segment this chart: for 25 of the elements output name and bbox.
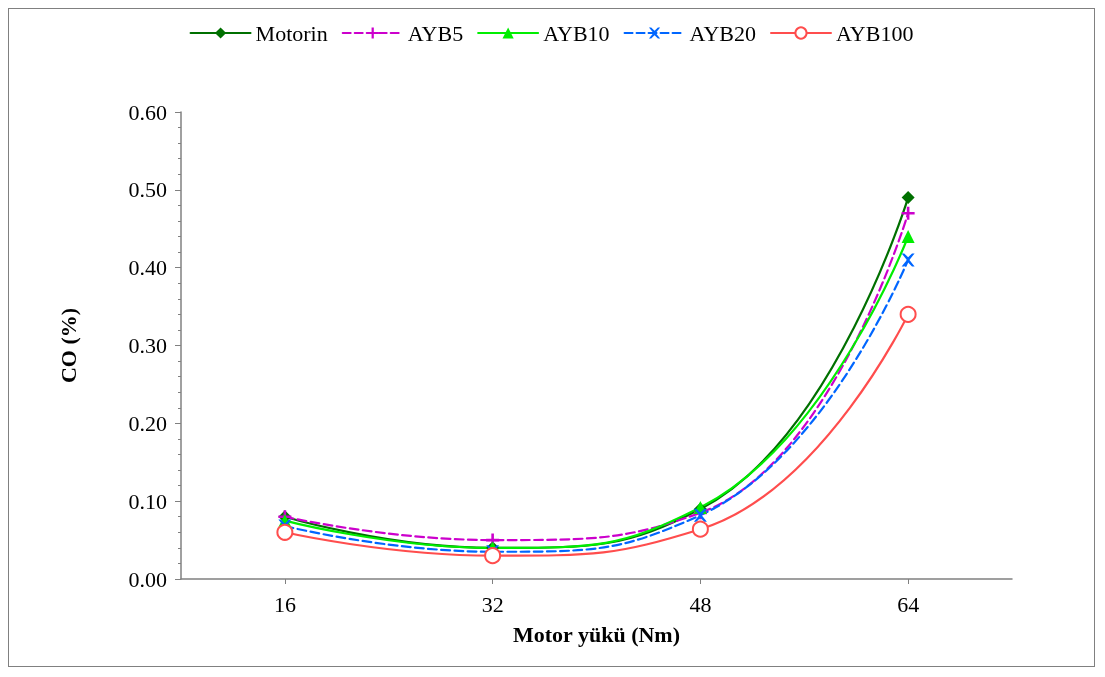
x-axis-title: Motor yükü (Nm)	[512, 621, 681, 647]
point	[901, 230, 915, 244]
point	[691, 520, 709, 538]
x-tick-label: 32	[481, 591, 504, 617]
point	[276, 523, 294, 541]
y-tick-label: 0.20	[128, 410, 167, 436]
legend-label: AYB5	[407, 20, 464, 46]
legend-label: Motorin	[255, 20, 328, 46]
y-tick-label: 0.40	[128, 255, 167, 281]
point	[484, 547, 502, 565]
legend-label: AYB20	[689, 20, 756, 46]
y-tick-label: 0.60	[128, 99, 167, 125]
y-tick-label: 0.30	[128, 333, 167, 358]
x-tick-label: 16	[273, 591, 296, 617]
x-tick-label: 64	[897, 591, 920, 617]
y-tick-label: 0.00	[128, 566, 167, 592]
point	[901, 191, 915, 205]
y-axis-title: CO (%)	[55, 307, 81, 384]
y-tick-label: 0.10	[128, 488, 167, 514]
y-tick-label: 0.50	[128, 177, 167, 203]
point	[901, 253, 915, 267]
legend-label: AYB10	[543, 20, 610, 46]
x-tick-label: 48	[689, 591, 712, 617]
point	[899, 305, 917, 323]
legend-label: AYB100	[835, 20, 914, 46]
